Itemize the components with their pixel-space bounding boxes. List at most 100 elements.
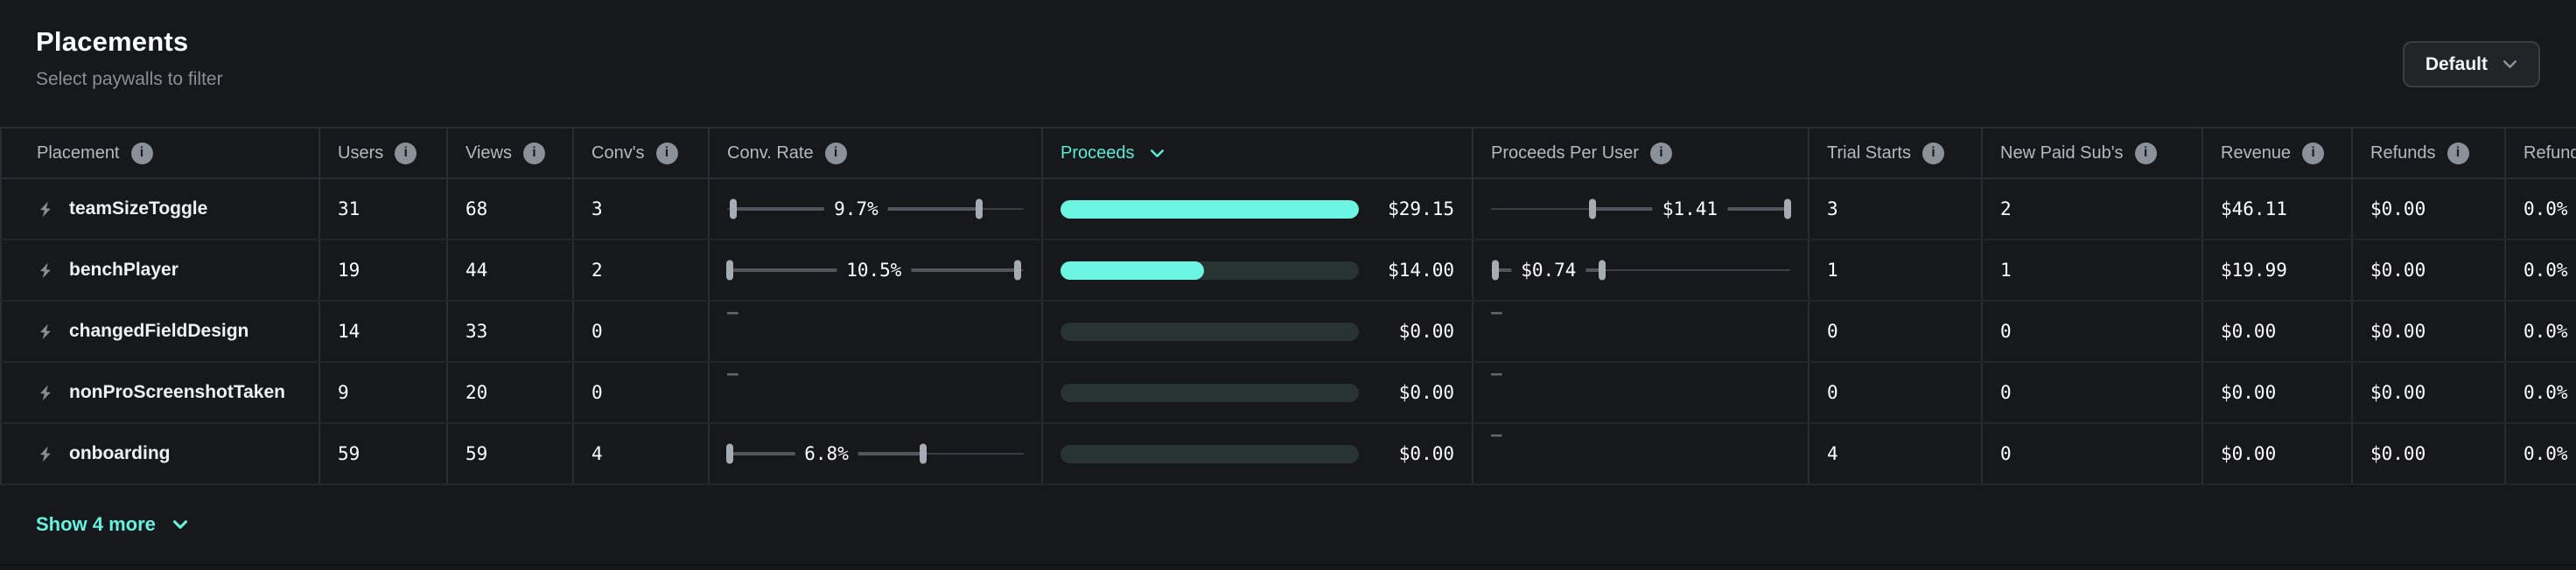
conv-rate-range: 6.8% — [726, 424, 1024, 483]
cell-trial-starts: 3 — [1808, 179, 1981, 239]
cell-proceeds-per-user: – — [1472, 363, 1808, 422]
proceeds-bar: $0.00 — [1060, 321, 1454, 342]
info-icon[interactable] — [395, 142, 417, 164]
cell-revenue: $0.00 — [2202, 424, 2351, 483]
cell-conv-rate: 6.8% — [708, 424, 1041, 483]
cell-placement: nonProScreenshotTaken — [0, 363, 318, 422]
cell-refunds: $0.00 — [2351, 240, 2504, 300]
cell-views: 59 — [446, 424, 572, 483]
placements-table: Placement Users Views Conv's Conv. Rate … — [0, 127, 2576, 485]
column-header-convs[interactable]: Conv's — [572, 129, 708, 177]
proceeds-per-user-range: – — [1491, 424, 1502, 445]
table-footer: Show 4 more — [0, 485, 2576, 564]
table-row-changedFieldDesign[interactable]: changedFieldDesign 14 33 0 – $0.00 – — [0, 302, 2576, 363]
range-handle-right — [1598, 260, 1606, 281]
table-header-row: Placement Users Views Conv's Conv. Rate … — [0, 127, 2576, 179]
chevron-down-icon — [2503, 60, 2516, 68]
cell-users: 59 — [318, 424, 446, 483]
column-header-proceeds-per-user[interactable]: Proceeds Per User — [1472, 129, 1808, 177]
lightning-icon — [40, 201, 51, 217]
preset-dropdown-label: Default — [2425, 53, 2488, 74]
info-icon[interactable] — [2446, 142, 2469, 164]
cell-refunds: $0.00 — [2351, 424, 2504, 483]
column-header-placement[interactable]: Placement — [0, 129, 318, 177]
info-icon[interactable] — [130, 142, 153, 164]
cell-new-paid-subs: 0 — [1981, 302, 2202, 361]
cell-convs: 0 — [572, 302, 708, 361]
cell-views: 68 — [446, 179, 572, 239]
column-header-trial-starts[interactable]: Trial Starts — [1808, 129, 1981, 177]
range-handle-right — [976, 198, 984, 219]
lightning-icon — [40, 446, 51, 462]
cell-new-paid-subs: 0 — [1981, 424, 2202, 483]
cell-conv-rate: – — [708, 363, 1041, 422]
info-icon[interactable] — [2134, 142, 2157, 164]
cell-proceeds-per-user: $0.74 — [1472, 240, 1808, 300]
info-icon[interactable] — [824, 142, 847, 164]
info-icon[interactable] — [655, 142, 678, 164]
proceeds-bar: $0.00 — [1060, 382, 1454, 403]
cell-proceeds: $0.00 — [1041, 363, 1472, 422]
cell-users: 9 — [318, 363, 446, 422]
column-header-revenue[interactable]: Revenue — [2202, 129, 2351, 177]
proceeds-per-user-range: – — [1491, 363, 1502, 384]
conv-rate-range: 9.7% — [727, 179, 1024, 239]
table-row-teamSizeToggle[interactable]: teamSizeToggle 31 68 3 9.7% $29.15 $ — [0, 179, 2576, 240]
column-header-new-paid-subs[interactable]: New Paid Sub's — [1981, 129, 2202, 177]
cell-users: 14 — [318, 302, 446, 361]
range-handle-left — [1492, 260, 1500, 281]
cell-trial-starts: 1 — [1808, 240, 1981, 300]
column-header-views[interactable]: Views — [446, 129, 572, 177]
cell-new-paid-subs: 2 — [1981, 179, 2202, 239]
cell-convs: 0 — [572, 363, 708, 422]
cell-revenue: $0.00 — [2202, 302, 2351, 361]
page-header: Placements Select paywalls to filter Def… — [0, 0, 2576, 127]
conv-rate-range: 10.5% — [726, 240, 1024, 300]
cell-convs: 2 — [572, 240, 708, 300]
page-subtitle: Select paywalls to filter — [36, 69, 223, 89]
cell-refund-rate: 0.0% — [2504, 240, 2576, 300]
cell-proceeds: $29.15 — [1041, 179, 1472, 239]
cell-views: 33 — [446, 302, 572, 361]
preset-dropdown-button[interactable]: Default — [2402, 41, 2540, 87]
lightning-icon — [40, 385, 51, 400]
cell-conv-rate: 10.5% — [708, 240, 1041, 300]
lightning-icon — [40, 262, 51, 278]
cell-proceeds: $0.00 — [1041, 302, 1472, 361]
lightning-icon — [40, 323, 51, 339]
table-row-onboarding[interactable]: onboarding 59 59 4 6.8% $0.00 – — [0, 424, 2576, 485]
column-header-proceeds[interactable]: Proceeds — [1041, 129, 1472, 177]
info-icon[interactable] — [1649, 142, 1672, 164]
cell-proceeds-per-user: – — [1472, 424, 1808, 483]
cell-new-paid-subs: 1 — [1981, 240, 2202, 300]
cell-placement: changedFieldDesign — [0, 302, 318, 361]
info-icon[interactable] — [2302, 142, 2325, 164]
section-divider — [0, 564, 2576, 570]
cell-refunds: $0.00 — [2351, 363, 2504, 422]
cell-refunds: $0.00 — [2351, 179, 2504, 239]
proceeds-per-user-range: $0.74 — [1491, 240, 1790, 300]
cell-refunds: $0.00 — [2351, 302, 2504, 361]
cell-proceeds-per-user: – — [1472, 302, 1808, 361]
proceeds-bar: $29.15 — [1060, 198, 1454, 219]
cell-refund-rate: 0.0% — [2504, 424, 2576, 483]
info-icon[interactable] — [1922, 142, 1944, 164]
show-more-button[interactable]: Show 4 more — [36, 513, 192, 536]
cell-refund-rate: 0.0% — [2504, 179, 2576, 239]
cell-placement: onboarding — [0, 424, 318, 483]
cell-views: 44 — [446, 240, 572, 300]
cell-placement: benchPlayer — [0, 240, 318, 300]
sort-desc-icon — [1150, 149, 1164, 157]
table-row-benchPlayer[interactable]: benchPlayer 19 44 2 10.5% $14.00 $0. — [0, 240, 2576, 302]
proceeds-per-user-range: $1.41 — [1491, 179, 1791, 239]
proceeds-bar: $0.00 — [1060, 443, 1454, 464]
column-header-users[interactable]: Users — [318, 129, 446, 177]
info-icon[interactable] — [523, 142, 545, 164]
table-row-nonProScreenshotTaken[interactable]: nonProScreenshotTaken 9 20 0 – $0.00 — [0, 363, 2576, 424]
conv-rate-range: – — [727, 363, 738, 384]
range-handle-left — [726, 443, 734, 464]
cell-placement: teamSizeToggle — [0, 179, 318, 239]
column-header-conv-rate[interactable]: Conv. Rate — [708, 129, 1041, 177]
column-header-refund-rate[interactable]: Refund Rate — [2504, 129, 2576, 177]
column-header-refunds[interactable]: Refunds — [2351, 129, 2504, 177]
